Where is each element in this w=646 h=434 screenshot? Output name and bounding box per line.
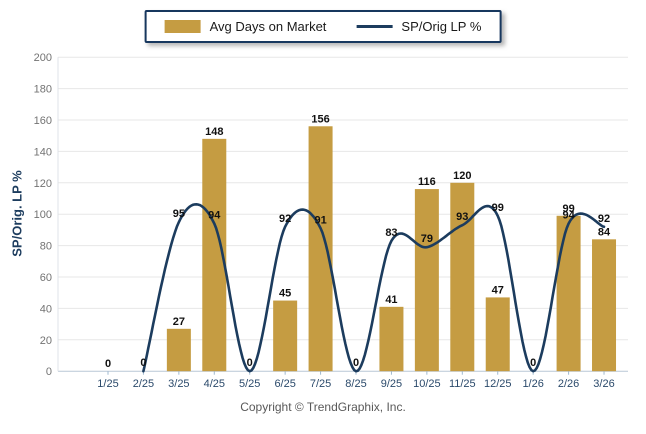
bar-value-label: 27	[173, 316, 185, 328]
bar	[450, 182, 475, 372]
line-value-label: 83	[385, 227, 397, 239]
bar	[273, 300, 298, 372]
y-tick-label: 0	[46, 366, 52, 378]
bar-value-label: 99	[562, 203, 574, 215]
line-value-label: 0	[247, 357, 253, 369]
line-value-label: 0	[530, 357, 536, 369]
y-tick-label: 20	[40, 335, 52, 347]
line-value-label: 99	[492, 202, 504, 214]
bar-value-label: 116	[418, 176, 436, 188]
x-tick-label: 9/25	[381, 378, 402, 390]
x-tick-label: 10/25	[413, 378, 441, 390]
x-tick-label: 4/25	[204, 378, 225, 390]
x-tick-label: 1/25	[97, 378, 118, 390]
y-tick-label: 100	[34, 209, 52, 221]
bar-value-label: 41	[385, 294, 397, 306]
legend-item-avg-days: Avg Days on Market	[164, 19, 327, 34]
bar	[166, 328, 191, 372]
line-value-label: 94	[562, 210, 575, 222]
bar	[556, 215, 581, 372]
bar	[308, 126, 333, 372]
x-tick-label: 2/26	[558, 378, 579, 390]
y-tick-label: 140	[34, 146, 52, 158]
bar-value-label: 47	[492, 284, 504, 296]
bar-value-label: 156	[311, 113, 329, 125]
x-tick-label: 6/25	[274, 378, 295, 390]
y-tick-label: 160	[34, 115, 52, 127]
x-tick-label: 12/25	[484, 378, 512, 390]
line-value-label: 94	[208, 210, 221, 222]
bar-swatch-icon	[164, 20, 201, 33]
line-value-label: 0	[353, 357, 359, 369]
line-value-label: 79	[421, 233, 433, 245]
x-tick-label: 7/25	[310, 378, 331, 390]
line-value-label: 0	[140, 357, 146, 369]
y-tick-label: 60	[40, 272, 52, 284]
x-tick-label: 3/25	[168, 378, 189, 390]
line-value-label: 91	[314, 214, 326, 226]
line-value-label: 92	[279, 213, 291, 225]
x-tick-label: 11/25	[449, 378, 476, 390]
bar-value-label: 0	[105, 358, 111, 370]
bar-value-label: 148	[205, 126, 223, 138]
bar	[592, 239, 617, 372]
line-value-label: 92	[598, 213, 610, 225]
y-tick-label: 120	[34, 178, 52, 190]
y-axis-title: SP/Orig. LP %	[9, 170, 25, 257]
trend-line	[142, 202, 606, 373]
bar	[414, 189, 439, 372]
bar-value-label: 84	[598, 226, 611, 238]
line-value-label: 93	[456, 211, 468, 223]
copyright-text: Copyright © TrendGraphix, Inc.	[240, 400, 406, 414]
x-tick-label: 3/26	[593, 378, 614, 390]
x-tick-label: 2/25	[133, 378, 154, 390]
bar-value-label: 120	[453, 170, 471, 182]
legend-item-sp-orig: SP/Orig LP %	[356, 19, 481, 34]
legend-label-avg-days: Avg Days on Market	[209, 19, 327, 34]
legend-label-sp-orig: SP/Orig LP %	[401, 19, 482, 34]
bar-value-label: 45	[279, 288, 291, 300]
bar	[379, 306, 404, 372]
y-tick-label: 180	[34, 84, 52, 96]
line-swatch-icon	[356, 25, 393, 28]
y-tick-label: 80	[40, 241, 52, 253]
y-tick-label: 200	[34, 52, 52, 64]
bar	[485, 297, 510, 372]
x-tick-label: 1/26	[522, 378, 543, 390]
x-tick-label: 5/25	[239, 378, 260, 390]
y-tick-label: 40	[40, 303, 52, 315]
chart-legend: Avg Days on Market SP/Orig LP %	[144, 10, 502, 43]
x-tick-label: 8/25	[345, 378, 366, 390]
line-value-label: 95	[173, 208, 185, 220]
